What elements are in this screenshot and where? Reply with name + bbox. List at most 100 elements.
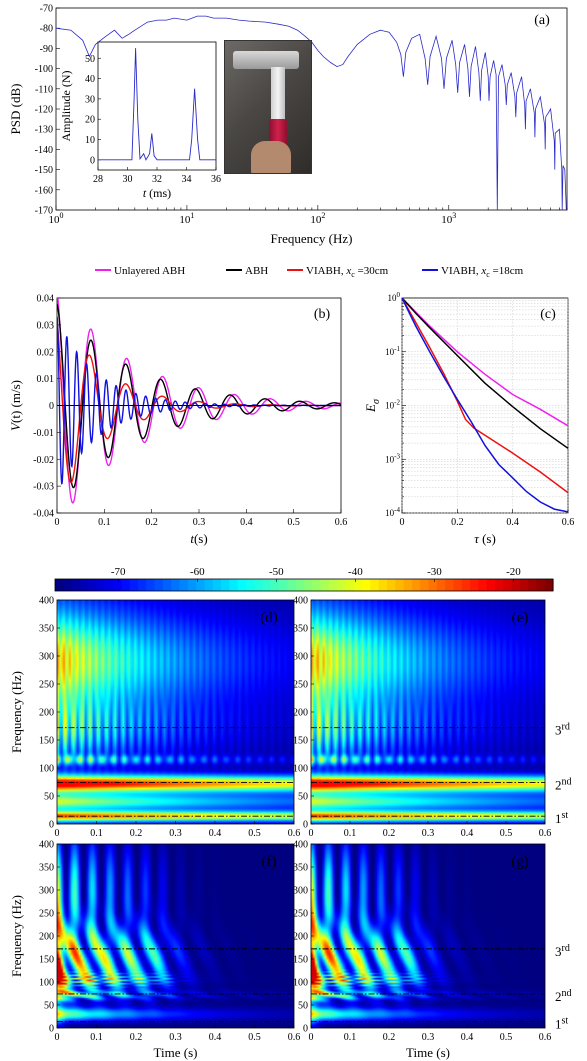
ytick-label: -120 xyxy=(35,105,53,116)
xtick-label: 0.4 xyxy=(209,828,222,839)
panel-label-d: (d) xyxy=(260,610,278,626)
colorbar-cell xyxy=(378,579,388,591)
spectrogram-image xyxy=(311,600,545,824)
colorbar-cell xyxy=(229,579,239,591)
colorbar-cell xyxy=(221,579,230,591)
legend-entry: VIABH, xc =30cm xyxy=(306,265,389,279)
xtick-label: 0.3 xyxy=(422,1032,435,1043)
colorbar-cell xyxy=(511,579,521,591)
colorbar-cell xyxy=(312,579,322,591)
xtick-label: 0.3 xyxy=(193,517,206,528)
ytick-label: 0 xyxy=(49,401,54,412)
panel-f: 0 50 100 150 200 250 300 350 400 0 0.1 0.2 0.3 0.4 0.5… xyxy=(9,840,300,1061)
ytick-label: -0.02 xyxy=(33,455,54,466)
colorbar-label: -20 xyxy=(506,566,521,578)
ytick-label: 150 xyxy=(293,736,308,747)
colorbar-cell xyxy=(96,579,106,591)
xtick-label: 0.2 xyxy=(130,828,143,839)
colorbar-cell xyxy=(171,579,181,591)
colorbar-cell xyxy=(403,579,413,591)
xtick-label: 0 xyxy=(309,1032,314,1043)
colorbar-cell xyxy=(279,579,288,591)
colorbar-cell xyxy=(187,579,197,591)
xtick-label: 0.2 xyxy=(145,517,158,528)
colorbar-cell xyxy=(470,579,479,591)
ytick-label: 10-4 xyxy=(385,506,400,518)
xtick-label: 0.5 xyxy=(287,517,300,528)
panel-label-f: (f) xyxy=(262,854,277,870)
ytick-label: 300 xyxy=(293,886,308,897)
xtick-label: 0.1 xyxy=(98,517,111,528)
xtick-label: 0.1 xyxy=(344,828,357,839)
xtick-label: 0.1 xyxy=(90,828,103,839)
colorbar-cell xyxy=(71,579,81,591)
xtick-label: 0.3 xyxy=(169,1032,182,1043)
ytick-label: 0 xyxy=(49,1024,54,1035)
panel-label-g: (g) xyxy=(511,854,529,870)
inset-ytick-label: 30 xyxy=(85,94,95,105)
ytick-label: 300 xyxy=(39,886,54,897)
legend: Unlayered ABH ABH VIABH, xc =30cm VIABH, xc… xyxy=(95,265,524,279)
ytick-label: 0.02 xyxy=(37,347,55,358)
ytick-label: -70 xyxy=(40,4,53,15)
xtick-label: 103 xyxy=(441,211,456,226)
spectrogram-image xyxy=(57,600,294,824)
y-axis-label-b: V(t) (m/s) xyxy=(8,380,23,431)
colorbar-cell xyxy=(270,579,280,591)
ytick-label: 250 xyxy=(39,680,54,691)
ytick-label: -130 xyxy=(35,125,53,136)
colorbar-cell xyxy=(287,579,297,591)
ytick-label: 100 xyxy=(388,291,401,303)
colorbar-cell xyxy=(304,579,313,591)
xtick-label: 0.4 xyxy=(240,517,253,528)
hammer-photo xyxy=(224,40,312,174)
xtick-label: 0.2 xyxy=(383,1032,396,1043)
mode-labels-g: 1st 2nd 3rd xyxy=(555,943,572,1032)
mode-label: 2nd xyxy=(555,777,572,793)
inset-xtick-label: 36 xyxy=(211,174,221,185)
xtick-label: 0.2 xyxy=(451,517,464,528)
colorbar-cell xyxy=(503,579,513,591)
colorbar-cell xyxy=(445,579,454,591)
ytick-label: 250 xyxy=(39,909,54,920)
ytick-label: 300 xyxy=(39,652,54,663)
colorbar-cell xyxy=(162,579,172,591)
inset-frame xyxy=(97,41,217,171)
ytick-label: 10-1 xyxy=(385,345,400,357)
colorbar-label: -30 xyxy=(427,566,442,578)
xtick-label: 0.3 xyxy=(422,828,435,839)
ytick-label: -160 xyxy=(35,185,53,196)
ytick-label: -140 xyxy=(35,145,53,156)
mode-label: 1st xyxy=(555,1016,568,1032)
xtick-label: 101 xyxy=(179,211,194,226)
xtick-label: 0.4 xyxy=(506,517,519,528)
inset-ytick-label: 50 xyxy=(85,54,95,65)
colorbar-cell xyxy=(138,579,147,591)
ytick-label: 200 xyxy=(39,932,54,943)
ytick-label: 200 xyxy=(293,932,308,943)
x-axis-label-g: Time (s) xyxy=(406,1045,450,1060)
ytick-label: 150 xyxy=(293,955,308,966)
inset-x-label: t (ms) xyxy=(143,186,171,200)
panel-label-a: (a) xyxy=(534,13,550,28)
colorbar-cell xyxy=(536,579,546,591)
panel-label-b: (b) xyxy=(314,307,331,322)
colorbar-cell xyxy=(436,579,446,591)
ytick-label: 50 xyxy=(44,1001,54,1012)
ytick-label: -170 xyxy=(35,206,53,217)
colorbar-cell xyxy=(453,579,463,591)
energy-line xyxy=(401,297,569,449)
colorbar-cell xyxy=(411,579,421,591)
xtick-label: 0.3 xyxy=(169,828,182,839)
colorbar-label: -40 xyxy=(348,566,363,578)
ytick-label: 400 xyxy=(39,596,54,607)
mode-label: 2nd xyxy=(555,988,572,1004)
ytick-label: 100 xyxy=(293,764,308,775)
colorbar-cell xyxy=(63,579,73,591)
legend-entry: Unlayered ABH xyxy=(114,265,185,277)
inset-xtick-label: 30 xyxy=(123,174,133,185)
ytick-label: 0 xyxy=(49,820,54,831)
xtick-label: 0.1 xyxy=(90,1032,103,1043)
ytick-label: 0 xyxy=(303,1024,308,1035)
ytick-label: 100 xyxy=(293,978,308,989)
